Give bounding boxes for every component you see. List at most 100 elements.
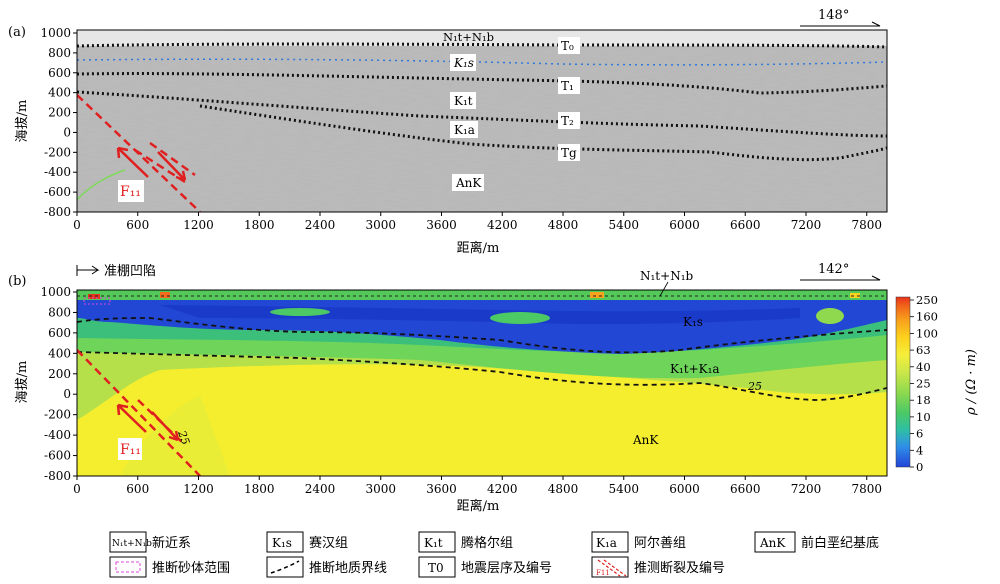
panel-a-frame [76, 29, 888, 213]
y-tick-label: 400 [48, 346, 71, 360]
x-tick-label: 1200 [183, 218, 214, 232]
y-tick-label: -400 [44, 428, 71, 442]
y-tick-label: 200 [48, 106, 71, 120]
colorbar-tick-label: 25 [916, 377, 931, 391]
y-tick-label: 800 [48, 46, 71, 60]
colorbar-tick-label: 0 [916, 460, 923, 474]
legend-label-k1a: 阿尔善组 [634, 535, 686, 551]
legend-key-ank: AnK [759, 536, 786, 550]
x-tick-label: 6000 [669, 218, 700, 232]
contour-label-25-a: 25 [747, 380, 762, 393]
panel-a: (a) 1000 800 600 400 200 0 -200 -400 -600 -800 0 6… [8, 8, 888, 256]
label-k1a-a: K₁a [454, 123, 475, 137]
panel-b-tag: (b) [8, 274, 26, 289]
y-tick-label: -600 [44, 185, 71, 199]
boundary-line-icon [270, 560, 300, 574]
fault-f11-b1 [77, 349, 201, 476]
panel-b-y-axis: 1000 800 600 400 200 0 -200 -400 -600 -800 [40, 285, 77, 483]
y-tick-label: 400 [48, 86, 71, 100]
label-t1: T₁ [561, 79, 574, 93]
y-tick-label: -600 [44, 449, 71, 463]
x-tick-label: 6000 [669, 482, 700, 496]
legend-key-k1t: K₁t [424, 536, 443, 550]
x-tick-label: 7200 [791, 482, 822, 496]
legend-label-ank: 前白垩纪基底 [801, 535, 879, 551]
legend-label-t0: 地震层序及编号 [461, 561, 552, 576]
label-f11-b: F₁₁ [120, 442, 141, 458]
panel-a-azimuth: 148° [818, 8, 849, 23]
legend-swatch-n1tb [109, 531, 147, 553]
label-k1t-a: K₁t [454, 94, 473, 108]
y-tick-label: 600 [48, 66, 71, 80]
legend-label-sand: 推断砂体范围 [152, 561, 230, 576]
x-tick-label: 7800 [851, 218, 882, 232]
label-tg: Tg [561, 146, 577, 160]
y-tick-label: -200 [44, 145, 71, 159]
x-tick-label: 1800 [244, 218, 275, 232]
colorbar-tick-label: 40 [916, 360, 931, 374]
fault-icon [597, 559, 627, 577]
label-n1tb-a: N₁t+N₁b [443, 30, 494, 44]
y-tick-label: 1000 [40, 285, 71, 299]
label-k1ta-b: K₁t+K₁a [670, 362, 720, 376]
y-tick-label: -800 [44, 205, 71, 219]
label-ank-b: AnK [632, 433, 659, 447]
panel-b: (b) 准棚凹陷 142° [8, 262, 979, 514]
panel-a-x-axis: 0 600 1200 1800 2400 3000 3600 4200 4800 5400 6000… [73, 212, 882, 232]
panel-b-x-axis: 0 600 1200 1800 2400 3000 3600 4200 4800 5400 6000… [73, 476, 882, 496]
panel-a-xlabel: 距离/m [457, 240, 500, 256]
panel-b-ylabel: 海拔/m [15, 361, 30, 404]
legend-swatch-k1t [418, 531, 456, 553]
y-tick-label: 1000 [40, 26, 71, 40]
colorbar-tick-label: 18 [916, 393, 931, 407]
legend-key-t0: T0 [428, 561, 444, 575]
legend-label-k1t: 腾格尔组 [461, 535, 513, 551]
legend-swatch-k1a [591, 531, 629, 553]
y-tick-label: 0 [63, 125, 71, 139]
legend-key-k1a: K₁a [596, 536, 617, 550]
colorbar-tick-label: 160 [916, 310, 938, 324]
legend-swatch-sand [109, 556, 147, 578]
x-tick-label: 2400 [305, 482, 336, 496]
colorbar-tick-label: 63 [916, 343, 931, 357]
colorbar-tick-label: 4 [916, 443, 923, 457]
x-tick-label: 5400 [608, 482, 639, 496]
x-tick-label: 7200 [791, 218, 822, 232]
basin-arrow-icon [76, 265, 100, 276]
x-tick-label: 0 [73, 482, 81, 496]
panel-b-azimuth: 142° [818, 262, 849, 277]
x-tick-label: 6600 [730, 218, 761, 232]
legend-key-f11: F11 [596, 569, 610, 577]
label-n1tb-b: N₁t+N₁b [640, 269, 693, 283]
x-tick-label: 3000 [365, 482, 396, 496]
x-tick-label: 4800 [548, 218, 579, 232]
label-ank-a: AnK [455, 176, 482, 190]
legend-label-boundary: 推断地质界线 [309, 561, 387, 576]
colorbar-tick-label: 6 [916, 427, 923, 441]
y-tick-label: 600 [48, 326, 71, 340]
legend-key-n1tb: N₁t+N₁b [112, 539, 152, 549]
x-tick-label: 4200 [487, 482, 518, 496]
panel-b-xlabel: 距离/m [457, 498, 500, 514]
x-tick-label: 6600 [730, 482, 761, 496]
y-tick-label: 800 [48, 305, 71, 319]
legend-key-k1s: K₁s [272, 536, 292, 550]
colorbar-tick-label: 10 [916, 410, 931, 424]
x-tick-label: 3000 [365, 218, 396, 232]
legend-label-fault: 推测断裂及编号 [634, 561, 725, 576]
label-t0: T₀ [561, 39, 574, 53]
y-tick-label: -800 [44, 469, 71, 483]
panel-a-y-axis: 1000 800 600 400 200 0 -200 -400 -600 -800 [40, 26, 77, 219]
x-tick-label: 4800 [548, 482, 579, 496]
resistivity-section [77, 290, 887, 476]
legend-swatch-ank [754, 531, 796, 553]
seismic-section [77, 30, 887, 212]
x-tick-label: 600 [126, 218, 149, 232]
x-tick-label: 600 [126, 482, 149, 496]
label-t2: T₂ [561, 114, 574, 128]
x-tick-label: 2400 [305, 218, 336, 232]
colorbar-gradient [895, 296, 911, 468]
x-tick-label: 3600 [426, 218, 457, 232]
sand-range-icon [115, 561, 141, 573]
